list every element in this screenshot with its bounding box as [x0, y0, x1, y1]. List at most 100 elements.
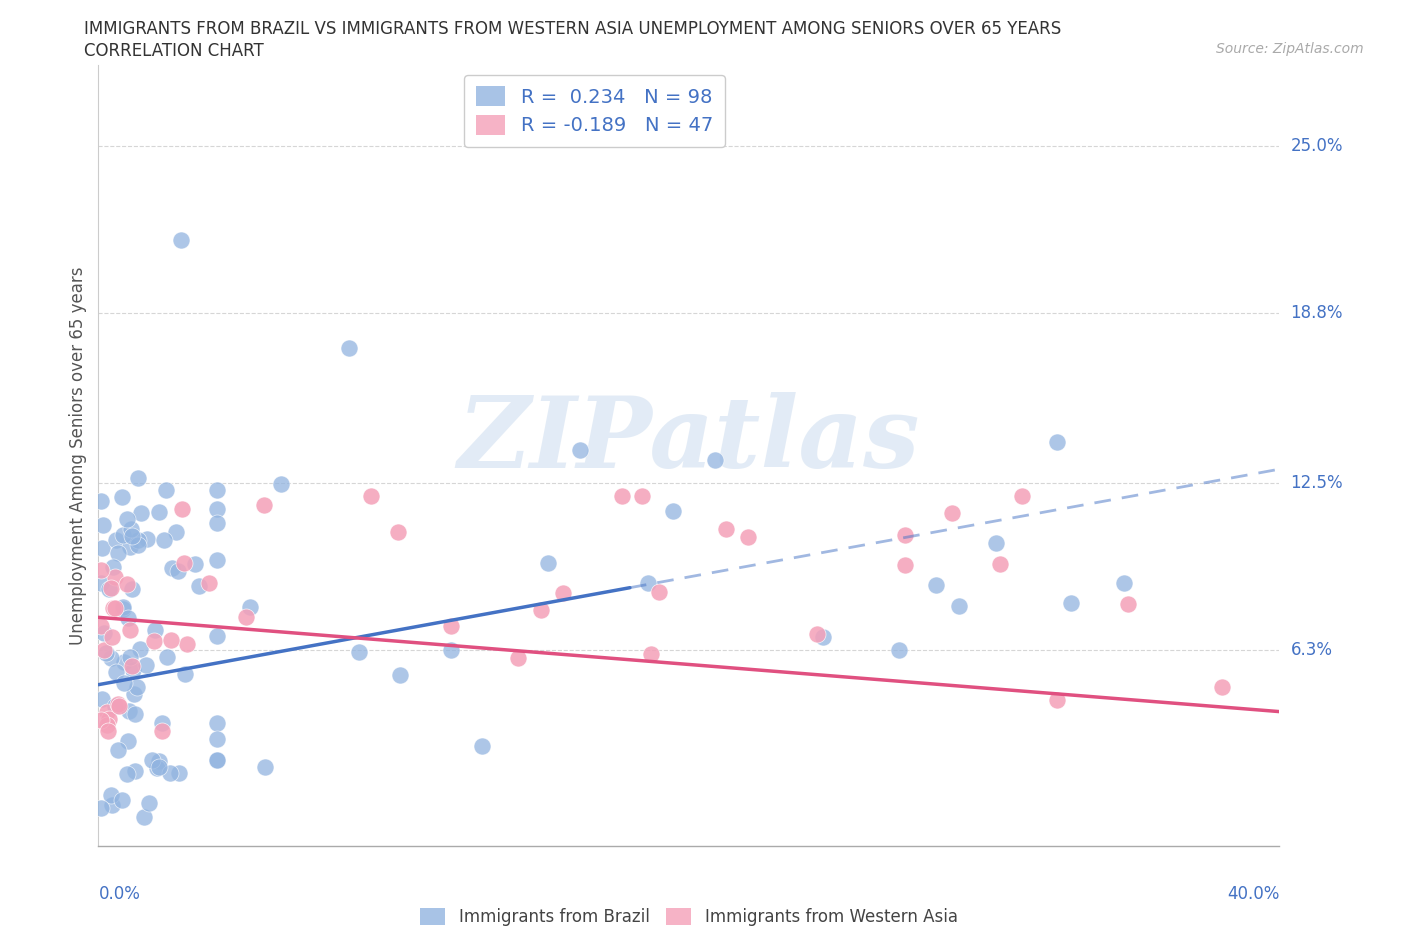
Point — [96, 717, 118, 732]
Point — [198, 576, 221, 591]
Point — [111, 599, 134, 614]
Text: 0.0%: 0.0% — [98, 885, 141, 903]
Point — [115, 767, 138, 782]
Point — [167, 766, 190, 781]
Point — [150, 724, 173, 738]
Point — [235, 610, 257, 625]
Point — [104, 698, 127, 713]
Point — [160, 561, 183, 576]
Point — [205, 516, 228, 531]
Point — [150, 716, 173, 731]
Point — [115, 512, 138, 526]
Point — [124, 707, 146, 722]
Point — [253, 498, 276, 512]
Point — [125, 679, 148, 694]
Point — [205, 483, 228, 498]
Point — [121, 529, 143, 544]
Point — [94, 645, 117, 660]
Point — [122, 662, 145, 677]
Point — [631, 488, 654, 503]
Point — [1046, 435, 1069, 450]
Point — [127, 533, 149, 548]
Point — [640, 646, 662, 661]
Point — [107, 743, 129, 758]
Point — [115, 576, 138, 591]
Point — [187, 579, 209, 594]
Point — [136, 532, 159, 547]
Point — [91, 692, 114, 707]
Point — [101, 601, 124, 616]
Point — [806, 627, 828, 642]
Point — [127, 471, 149, 485]
Point — [100, 651, 122, 666]
Point — [111, 602, 134, 617]
Point — [254, 760, 277, 775]
Point — [506, 651, 529, 666]
Point — [610, 488, 633, 503]
Text: CORRELATION CHART: CORRELATION CHART — [84, 42, 264, 60]
Point — [148, 505, 170, 520]
Point — [100, 580, 122, 595]
Text: 12.5%: 12.5% — [1291, 473, 1343, 492]
Point — [141, 752, 163, 767]
Point — [205, 501, 228, 516]
Point — [948, 598, 970, 613]
Point — [440, 618, 463, 633]
Point — [205, 715, 228, 730]
Text: 18.8%: 18.8% — [1291, 304, 1343, 322]
Point — [121, 658, 143, 673]
Point — [120, 539, 142, 554]
Point — [388, 668, 411, 683]
Point — [101, 798, 124, 813]
Point — [176, 636, 198, 651]
Point — [103, 570, 125, 585]
Point — [110, 489, 132, 504]
Point — [988, 556, 1011, 571]
Text: 25.0%: 25.0% — [1291, 137, 1343, 155]
Point — [108, 699, 131, 714]
Point — [205, 753, 228, 768]
Point — [205, 552, 228, 567]
Point — [537, 555, 560, 570]
Point — [1116, 596, 1139, 611]
Point — [160, 632, 183, 647]
Point — [90, 800, 112, 815]
Point — [811, 630, 834, 644]
Point — [174, 667, 197, 682]
Point — [135, 658, 157, 672]
Point — [117, 611, 139, 626]
Text: Source: ZipAtlas.com: Source: ZipAtlas.com — [1216, 42, 1364, 56]
Point — [101, 560, 124, 575]
Point — [143, 622, 166, 637]
Point — [184, 557, 207, 572]
Text: 6.3%: 6.3% — [1291, 641, 1333, 658]
Point — [714, 522, 737, 537]
Text: ZIPatlas: ZIPatlas — [458, 392, 920, 488]
Point — [121, 581, 143, 596]
Point — [703, 453, 725, 468]
Point — [120, 650, 142, 665]
Point — [97, 724, 120, 739]
Point — [124, 764, 146, 778]
Point — [440, 643, 463, 658]
Point — [156, 650, 179, 665]
Point — [637, 576, 659, 591]
Point — [148, 760, 170, 775]
Point — [167, 564, 190, 578]
Point — [118, 704, 141, 719]
Point — [112, 655, 135, 670]
Point — [737, 529, 759, 544]
Point — [1060, 596, 1083, 611]
Point — [887, 643, 910, 658]
Point — [170, 232, 193, 247]
Point — [112, 675, 135, 690]
Point — [107, 546, 129, 561]
Point — [91, 540, 114, 555]
Point — [173, 556, 195, 571]
Point — [120, 522, 142, 537]
Point — [90, 712, 112, 727]
Point — [143, 633, 166, 648]
Y-axis label: Unemployment Among Seniors over 65 years: Unemployment Among Seniors over 65 years — [69, 267, 87, 644]
Point — [110, 792, 132, 807]
Point — [530, 603, 553, 618]
